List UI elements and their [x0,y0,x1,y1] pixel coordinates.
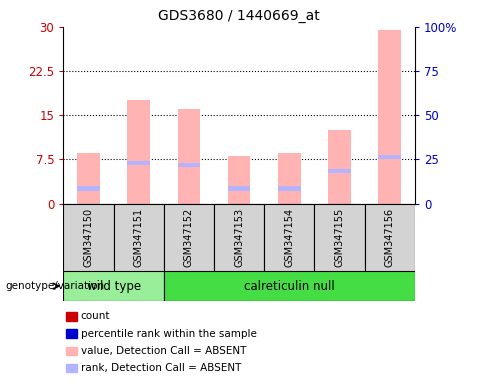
Text: wild type: wild type [86,280,141,293]
Text: GSM347152: GSM347152 [184,207,194,267]
Bar [164,204,214,271]
Bar [278,187,301,190]
Text: GSM347156: GSM347156 [385,208,395,266]
Bar [378,155,401,159]
Bar [214,204,264,271]
Text: calreticulin null: calreticulin null [244,280,335,293]
Bar [278,154,301,204]
Bar [63,204,114,271]
Bar [178,109,200,204]
Bar [77,154,100,204]
Text: percentile rank within the sample: percentile rank within the sample [81,329,256,339]
Text: count: count [81,311,110,321]
Bar [164,271,415,301]
Text: GSM347150: GSM347150 [83,208,94,266]
Text: value, Detection Call = ABSENT: value, Detection Call = ABSENT [81,346,246,356]
Text: rank, Detection Call = ABSENT: rank, Detection Call = ABSENT [81,363,241,373]
Text: GSM347154: GSM347154 [285,208,294,266]
Text: GSM347153: GSM347153 [234,208,244,266]
Title: GDS3680 / 1440669_at: GDS3680 / 1440669_at [158,9,320,23]
Bar [365,204,415,271]
Bar [178,163,200,167]
Bar [77,187,100,190]
Bar [314,204,365,271]
Bar [378,30,401,204]
Bar [228,187,250,190]
Bar [114,204,164,271]
Text: GSM347151: GSM347151 [134,208,144,266]
Bar [328,169,351,173]
Text: GSM347155: GSM347155 [334,207,345,267]
Text: genotype/variation: genotype/variation [5,281,104,291]
Bar [264,204,314,271]
Bar [328,130,351,204]
Bar [127,101,150,204]
Bar [228,156,250,204]
Bar [63,271,164,301]
Bar [127,161,150,165]
